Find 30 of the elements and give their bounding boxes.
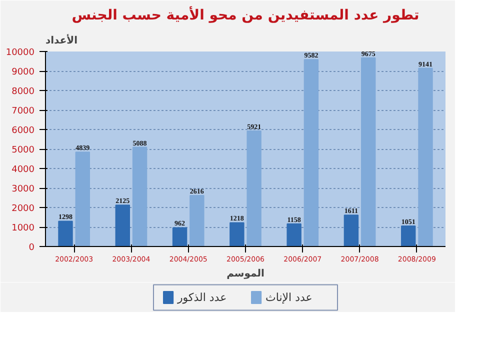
bar <box>190 194 204 246</box>
chart-title: تطور عدد المستفيدين من محو الأمية حسب الجنس <box>72 6 420 24</box>
y-tick-label: 2000 <box>12 204 35 214</box>
bar <box>344 214 359 246</box>
y-tick-label: 7000 <box>12 106 35 116</box>
bar <box>246 130 262 246</box>
bar <box>418 68 433 246</box>
bar <box>172 227 188 246</box>
legend-label: عدد الذكور <box>176 291 227 304</box>
y-tick-label: 8000 <box>12 87 35 97</box>
bar <box>286 223 302 246</box>
bar <box>304 59 319 246</box>
x-axis-title: الموسم <box>226 268 264 280</box>
y-tick-label: 6000 <box>12 126 35 136</box>
y-tick-label: 10000 <box>6 48 35 58</box>
bar <box>75 152 90 246</box>
y-tick-label: 9000 <box>12 68 35 78</box>
y-tick-label: 0 <box>28 243 35 253</box>
bar <box>58 220 73 246</box>
bar <box>132 146 148 246</box>
y-tick-label: 5000 <box>12 146 35 156</box>
y-axis-title: الأعداد <box>46 34 78 46</box>
legend-label: عدد الإناث <box>266 291 312 304</box>
bar <box>401 226 416 246</box>
bar <box>361 57 376 246</box>
y-tick-label: 1000 <box>12 224 35 234</box>
bar <box>115 204 130 246</box>
bar <box>230 222 244 246</box>
y-tick-label: 4000 <box>12 165 35 175</box>
y-tick-label: 3000 <box>12 184 35 194</box>
